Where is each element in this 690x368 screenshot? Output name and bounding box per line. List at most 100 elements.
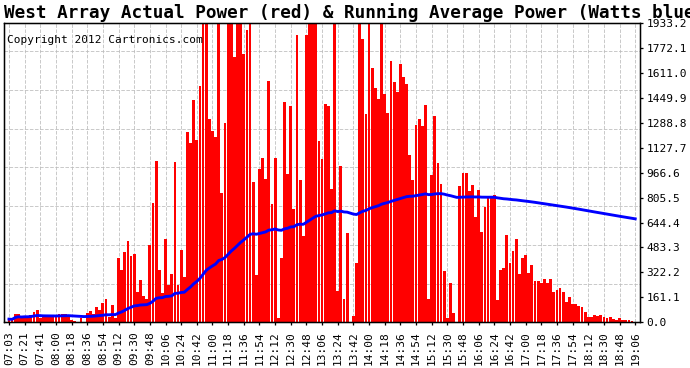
Bar xyxy=(217,23,220,322)
Bar xyxy=(609,317,611,322)
Bar xyxy=(89,311,92,322)
Bar xyxy=(399,64,402,322)
Bar xyxy=(67,315,70,322)
Bar xyxy=(64,314,67,322)
Bar xyxy=(299,180,302,322)
Bar xyxy=(596,316,599,322)
Bar xyxy=(45,316,48,322)
Bar xyxy=(474,217,477,322)
Bar xyxy=(402,77,405,322)
Bar xyxy=(139,280,142,322)
Bar xyxy=(246,30,248,322)
Bar xyxy=(70,320,73,322)
Bar xyxy=(540,283,542,322)
Bar xyxy=(600,315,602,322)
Bar xyxy=(224,123,226,322)
Bar xyxy=(531,265,533,322)
Bar xyxy=(302,236,305,322)
Bar xyxy=(615,320,618,322)
Bar xyxy=(130,256,132,322)
Bar xyxy=(111,305,114,322)
Bar xyxy=(486,197,489,322)
Bar xyxy=(380,23,383,322)
Bar xyxy=(311,23,314,322)
Bar xyxy=(339,166,342,322)
Bar xyxy=(533,281,536,322)
Bar xyxy=(621,321,624,322)
Bar xyxy=(201,23,204,322)
Bar xyxy=(553,293,555,322)
Bar xyxy=(280,258,283,322)
Bar xyxy=(193,99,195,322)
Bar xyxy=(446,318,448,322)
Bar xyxy=(506,235,509,322)
Bar xyxy=(405,84,408,322)
Bar xyxy=(248,23,251,322)
Bar xyxy=(221,193,224,322)
Bar xyxy=(477,190,480,322)
Bar xyxy=(324,105,326,322)
Bar xyxy=(167,285,170,322)
Bar xyxy=(443,270,446,322)
Bar xyxy=(295,35,299,322)
Bar xyxy=(458,186,461,322)
Text: West Array Actual Power (red) & Running Average Power (Watts blue)  Tue Mar 27 1: West Array Actual Power (red) & Running … xyxy=(4,3,690,22)
Bar xyxy=(527,273,530,322)
Bar xyxy=(136,292,139,322)
Bar xyxy=(618,318,621,322)
Bar xyxy=(195,140,198,322)
Bar xyxy=(274,158,277,322)
Bar xyxy=(368,23,371,322)
Bar xyxy=(627,320,631,322)
Bar xyxy=(79,318,82,322)
Bar xyxy=(396,92,399,322)
Bar xyxy=(502,268,505,322)
Bar xyxy=(48,316,51,322)
Bar xyxy=(152,202,155,322)
Bar xyxy=(549,279,552,322)
Bar xyxy=(10,319,14,322)
Bar xyxy=(92,314,95,322)
Bar xyxy=(624,320,627,322)
Bar xyxy=(471,185,474,322)
Bar xyxy=(484,207,486,322)
Bar xyxy=(262,158,264,322)
Bar xyxy=(346,233,348,322)
Bar xyxy=(252,181,255,322)
Text: Copyright 2012 Cartronics.com: Copyright 2012 Cartronics.com xyxy=(8,35,203,45)
Bar xyxy=(480,232,483,322)
Bar xyxy=(23,316,26,322)
Bar xyxy=(214,137,217,322)
Bar xyxy=(509,263,511,322)
Bar xyxy=(559,288,562,322)
Bar xyxy=(537,281,540,322)
Bar xyxy=(524,255,527,322)
Bar xyxy=(161,293,164,322)
Bar xyxy=(390,61,393,322)
Bar xyxy=(358,23,361,322)
Bar xyxy=(36,310,39,322)
Bar xyxy=(155,162,157,322)
Bar xyxy=(120,270,123,322)
Bar xyxy=(415,125,417,322)
Bar xyxy=(117,258,120,322)
Bar xyxy=(14,314,17,322)
Bar xyxy=(242,54,245,322)
Bar xyxy=(574,304,577,322)
Bar xyxy=(183,277,186,322)
Bar xyxy=(205,23,208,322)
Bar xyxy=(427,298,430,322)
Bar xyxy=(546,283,549,322)
Bar xyxy=(180,250,183,322)
Bar xyxy=(374,88,377,322)
Bar xyxy=(293,209,295,322)
Bar xyxy=(515,239,518,322)
Bar xyxy=(462,173,464,322)
Bar xyxy=(39,318,41,322)
Bar xyxy=(277,318,279,322)
Bar xyxy=(377,99,380,322)
Bar xyxy=(17,314,20,322)
Bar xyxy=(465,173,468,322)
Bar xyxy=(449,283,452,322)
Bar xyxy=(499,270,502,322)
